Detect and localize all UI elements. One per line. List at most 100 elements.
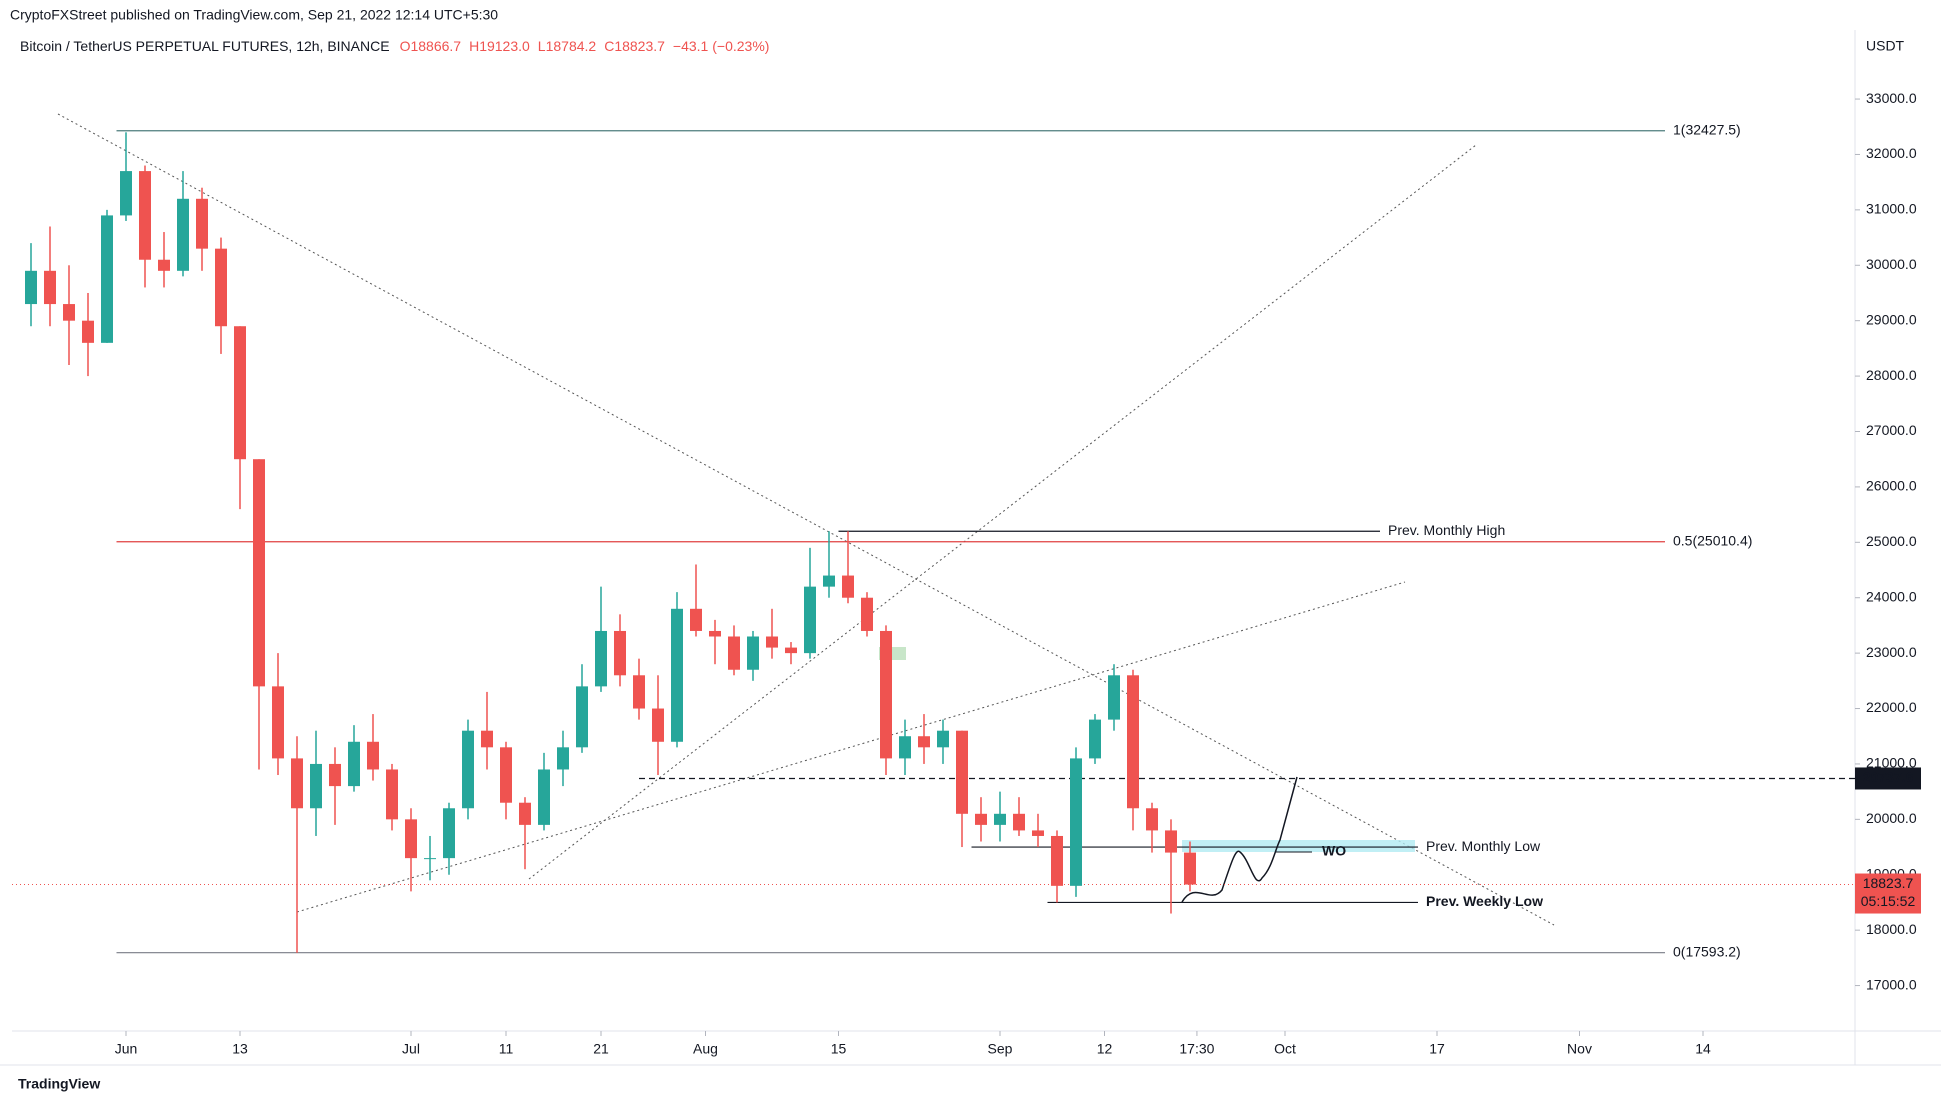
- y-tick-label: 28000.0: [1866, 367, 1917, 383]
- y-tick-label: 18000.0: [1866, 921, 1917, 937]
- candle-body: [728, 636, 740, 670]
- y-tick-label: 20000.0: [1866, 810, 1917, 826]
- level-label: 0.5(25010.4): [1673, 532, 1752, 548]
- y-tick-label: 27000.0: [1866, 422, 1917, 438]
- candle-body: [690, 608, 702, 631]
- candle-body: [1051, 835, 1063, 886]
- y-tick-label: 33000.0: [1866, 90, 1917, 106]
- candle-body: [386, 769, 398, 820]
- candle-body: [1070, 758, 1082, 886]
- candle-body: [994, 813, 1006, 825]
- candle-body: [842, 575, 854, 598]
- level-label: Prev. Monthly Low: [1426, 838, 1541, 854]
- candle-body: [481, 730, 493, 748]
- trend-line: [57, 113, 1555, 926]
- candle-body: [329, 763, 341, 787]
- x-tick-label: 11: [499, 1041, 514, 1057]
- candle-body: [101, 215, 113, 343]
- close: C18823.7: [604, 38, 665, 54]
- annotation: WO: [1322, 843, 1346, 859]
- candle-body: [405, 819, 417, 859]
- y-tick-label: 25000.0: [1866, 533, 1917, 549]
- candle-body: [880, 630, 892, 759]
- candle-body: [177, 198, 189, 271]
- candle-body: [1108, 675, 1120, 720]
- level-label: 0(17593.2): [1673, 943, 1741, 959]
- candle-body: [557, 747, 569, 770]
- candle-body: [918, 736, 930, 748]
- zone: [1182, 840, 1415, 852]
- countdown: 05:15:52: [1861, 893, 1916, 909]
- y-tick-label: 31000.0: [1866, 201, 1917, 217]
- y-tick-label: 29000.0: [1866, 311, 1917, 327]
- level-label: 1(32427.5): [1673, 121, 1741, 137]
- price-tag: [1855, 767, 1921, 790]
- candle-body: [272, 686, 284, 759]
- candle-body: [747, 636, 759, 670]
- high: H19123.0: [469, 38, 530, 54]
- candle-body: [576, 686, 588, 748]
- candle-body: [538, 769, 550, 825]
- change: −43.1 (−0.23%): [673, 38, 770, 54]
- x-tick-label: 15: [831, 1041, 847, 1057]
- candle-body: [120, 171, 132, 216]
- x-tick-label: Jul: [402, 1041, 420, 1057]
- candle-body: [500, 747, 512, 803]
- level-label: Prev. Weekly Low: [1426, 893, 1543, 909]
- candle-body: [1013, 813, 1025, 831]
- candle-body: [1146, 808, 1158, 831]
- candle-body: [633, 675, 645, 709]
- y-tick-label: 30000.0: [1866, 256, 1917, 272]
- candle-body: [652, 708, 664, 742]
- candle-body: [234, 326, 246, 460]
- x-tick-label: Aug: [693, 1041, 718, 1057]
- candle-body: [82, 320, 94, 343]
- candle-body: [899, 736, 911, 759]
- candle-body: [1165, 830, 1177, 853]
- x-tick-label: Sep: [988, 1041, 1013, 1057]
- candle-body: [424, 858, 436, 860]
- candle-body: [367, 741, 379, 770]
- candle-body: [709, 630, 721, 637]
- candle-body: [291, 758, 303, 809]
- projection-path: [1181, 776, 1298, 903]
- symbol: Bitcoin / TetherUS PERPETUAL FUTURES, 12…: [20, 38, 390, 54]
- footer-brand: TradingView: [18, 1076, 100, 1092]
- candle-body: [671, 608, 683, 742]
- candle-body: [253, 459, 265, 687]
- candle-body: [310, 763, 322, 809]
- y-tick-label: 23000.0: [1866, 644, 1917, 660]
- candle-body: [861, 597, 873, 631]
- y-unit: USDT: [1866, 38, 1905, 54]
- y-tick-label: 22000.0: [1866, 699, 1917, 715]
- candle-body: [196, 198, 208, 249]
- price-tag-label: 20737.6: [1863, 769, 1914, 785]
- y-tick-label: 17000.0: [1866, 976, 1917, 992]
- x-tick-label: 17:30: [1179, 1041, 1214, 1057]
- candle-body: [823, 575, 835, 587]
- candle-body: [595, 630, 607, 687]
- x-tick-label: 14: [1695, 1041, 1711, 1057]
- candle-body: [1032, 830, 1044, 836]
- candle-body: [1089, 719, 1101, 759]
- price-tag: [1855, 873, 1921, 914]
- candle-body: [158, 259, 170, 271]
- y-tick-label: 21000.0: [1866, 755, 1917, 771]
- candle-body: [766, 636, 778, 648]
- x-tick-label: Jun: [115, 1041, 138, 1057]
- x-tick-label: Nov: [1567, 1041, 1592, 1057]
- candle-body: [63, 304, 75, 321]
- candle-body: [25, 270, 37, 305]
- price-tag-label: 18823.7: [1863, 875, 1914, 891]
- x-tick-label: 17: [1429, 1041, 1445, 1057]
- x-tick-label: 12: [1097, 1041, 1113, 1057]
- level-label: Prev. Monthly High: [1388, 522, 1505, 538]
- candle-body: [804, 586, 816, 654]
- candle-body: [519, 802, 531, 825]
- candle-body: [975, 813, 987, 825]
- candle-body: [614, 630, 626, 676]
- y-tick-label: 24000.0: [1866, 588, 1917, 604]
- x-tick-label: 21: [593, 1041, 609, 1057]
- candle-body: [1127, 675, 1139, 809]
